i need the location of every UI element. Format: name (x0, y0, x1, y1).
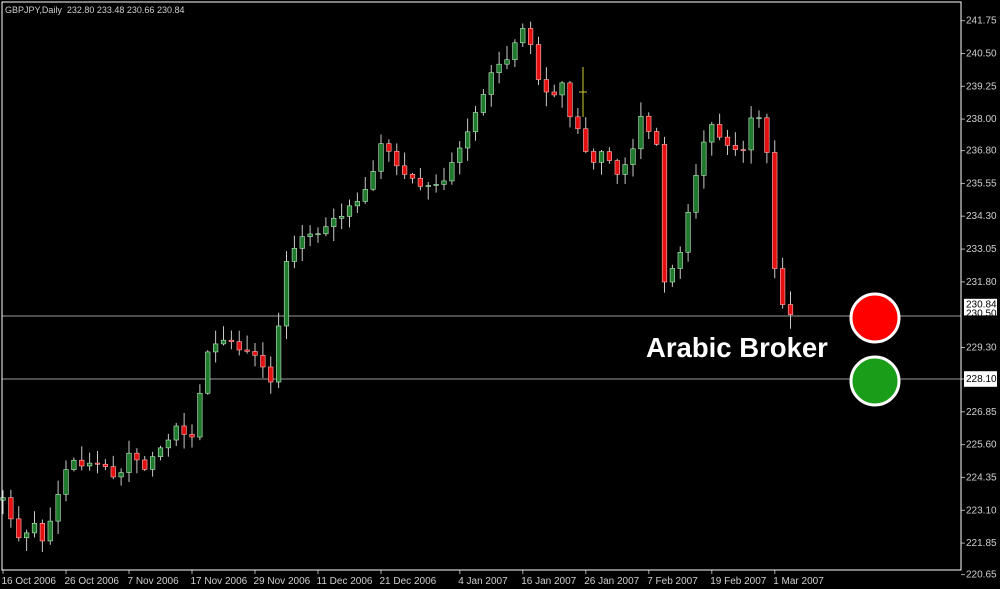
svg-text:4 Jan 2007: 4 Jan 2007 (458, 576, 508, 587)
svg-text:233.05: 233.05 (966, 244, 997, 255)
svg-text:235.55: 235.55 (966, 178, 997, 189)
svg-text:229.30: 229.30 (966, 343, 997, 354)
svg-text:240.50: 240.50 (966, 49, 997, 60)
svg-text:1 Mar 2007: 1 Mar 2007 (773, 576, 824, 587)
svg-text:239.25: 239.25 (966, 81, 997, 92)
svg-text:238.00: 238.00 (966, 114, 997, 125)
svg-text:GBPJPY,Daily 232.80 233.48 23: GBPJPY,Daily 232.80 233.48 230.66 230.84 (5, 5, 184, 15)
svg-text:11 Dec 2006: 11 Dec 2006 (317, 576, 373, 587)
svg-text:224.35: 224.35 (966, 472, 997, 483)
svg-text:221.85: 221.85 (966, 538, 997, 549)
svg-text:Arabic Broker: Arabic Broker (646, 332, 828, 363)
svg-text:7 Feb 2007: 7 Feb 2007 (647, 576, 698, 587)
svg-text:19 Feb 2007: 19 Feb 2007 (710, 576, 767, 587)
svg-text:220.65: 220.65 (966, 570, 997, 581)
svg-text:231.80: 231.80 (966, 277, 997, 288)
svg-text:225.60: 225.60 (966, 440, 997, 451)
svg-text:236.80: 236.80 (966, 146, 997, 157)
svg-text:234.30: 234.30 (966, 211, 997, 222)
svg-text:241.75: 241.75 (966, 16, 997, 27)
svg-text:230.50: 230.50 (966, 309, 997, 320)
svg-text:16 Oct 2006: 16 Oct 2006 (2, 576, 57, 587)
svg-text:26 Oct 2006: 26 Oct 2006 (65, 576, 120, 587)
svg-text:223.10: 223.10 (966, 505, 997, 516)
svg-text:17 Nov 2006: 17 Nov 2006 (191, 576, 248, 587)
svg-text:226.85: 226.85 (966, 407, 997, 418)
svg-text:7 Nov 2006: 7 Nov 2006 (128, 576, 180, 587)
svg-text:16 Jan 2007: 16 Jan 2007 (521, 576, 576, 587)
svg-text:26 Jan 2007: 26 Jan 2007 (584, 576, 639, 587)
svg-text:228.10: 228.10 (966, 374, 997, 385)
svg-text:21 Dec 2006: 21 Dec 2006 (380, 576, 437, 587)
svg-text:29 Nov 2006: 29 Nov 2006 (254, 576, 311, 587)
